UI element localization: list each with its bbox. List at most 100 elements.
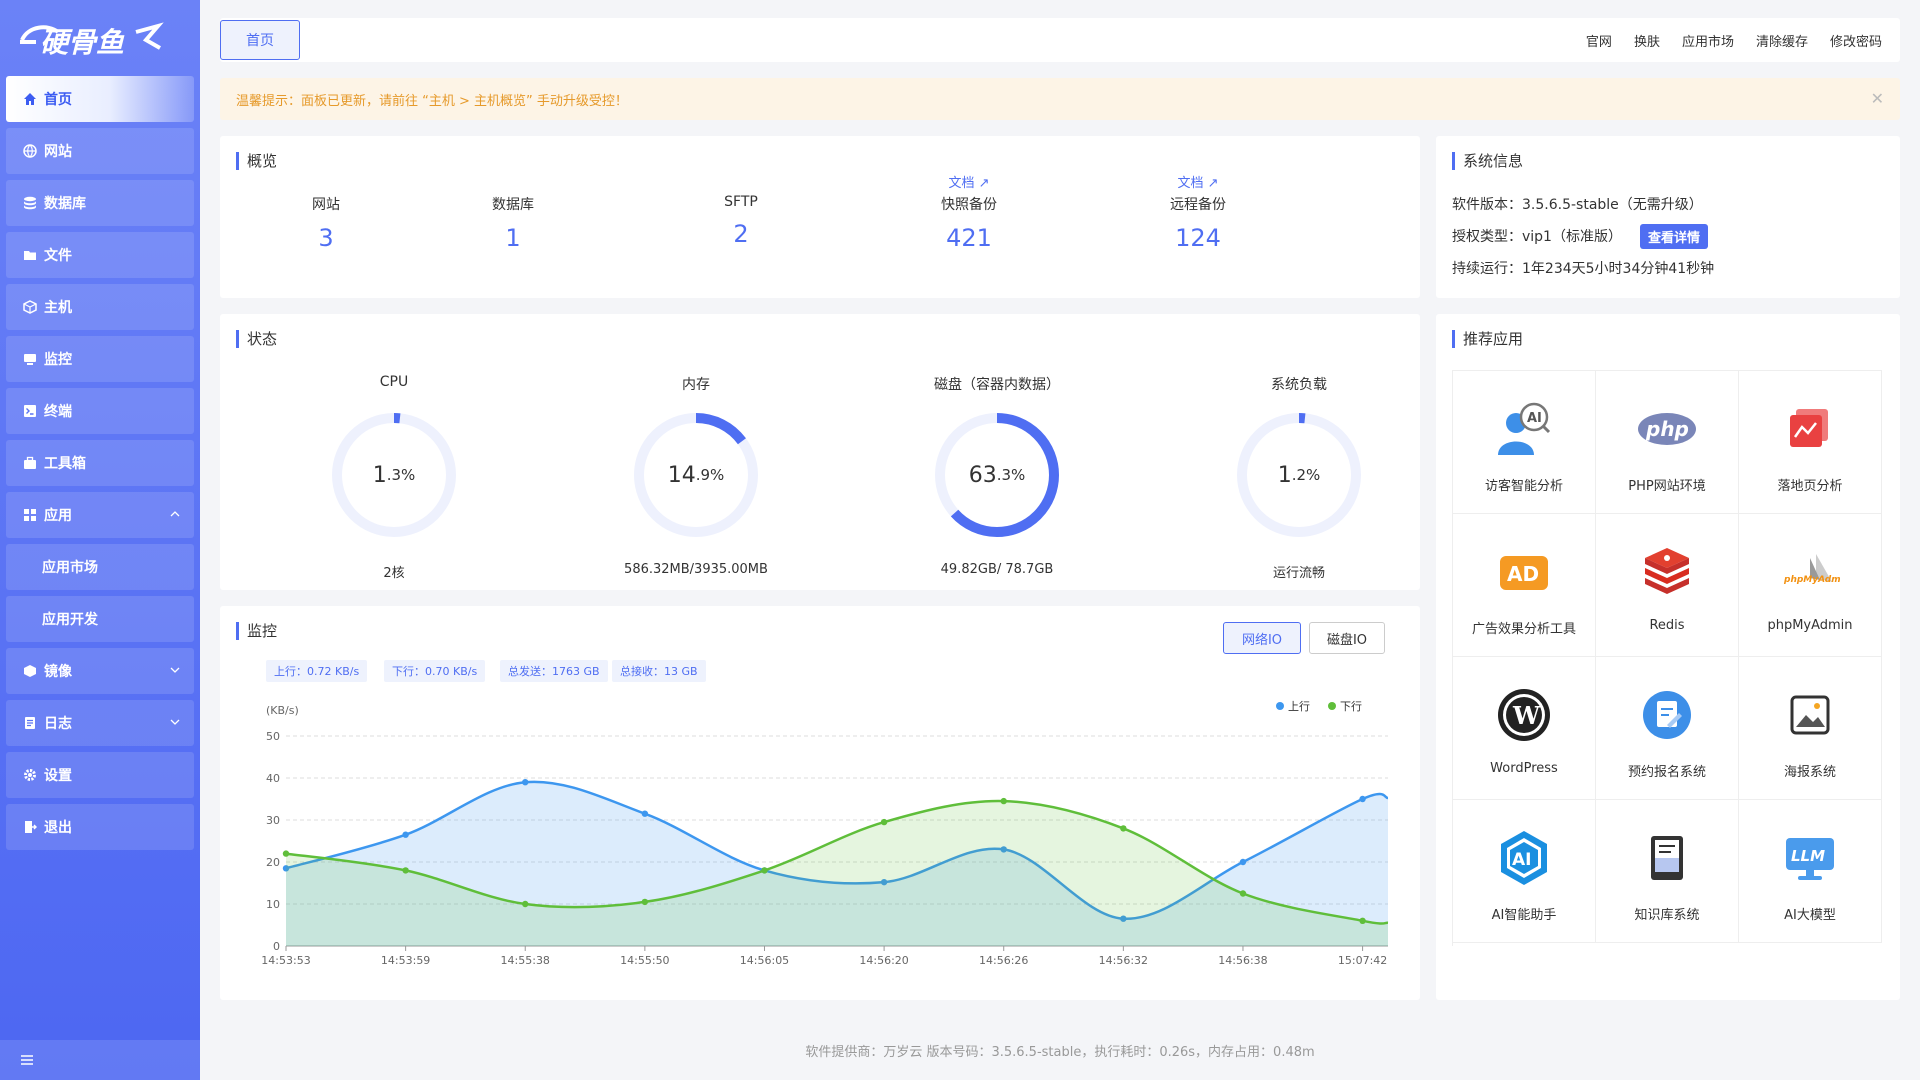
sidebar-item-home[interactable]: 首页 [6,76,194,122]
gauge-title: 系统负载 [1271,377,1327,393]
app-php[interactable]: php PHP网站环境 [1596,371,1739,514]
doc-link-snapshot[interactable]: 文档 ↗ [879,172,1059,191]
app-label: WordPress [1490,761,1558,776]
gauge-cpu[interactable]: CPU 1.3% 2核 [314,374,474,581]
overview-card: 概览 网站 3 数据库 1 SFTP 2 快照备份 421 远程备份 124 文… [220,136,1420,298]
notice-text: 温馨提示：面板已更新，请前往 “主机 > 主机概览” 手动升级受控！ [236,93,628,109]
home-icon [22,91,38,107]
data-point [761,867,768,874]
gauge-arc [634,413,758,537]
sidebar-item-label: 监控 [44,352,72,368]
sidebar-item-toolbox[interactable]: 工具箱 [6,440,194,486]
visitor-ai-icon: AI [1494,399,1554,459]
stat-total-sent: 总发送：1763 GB [500,660,608,682]
app-phpmyadmin[interactable]: phpMyAdmin phpMyAdmin [1739,514,1882,657]
sidebar-item-terminal[interactable]: 终端 [6,388,194,434]
app-visitor-ai[interactable]: AI 访客智能分析 [1453,371,1596,514]
data-point [641,810,649,817]
sidebar-item-images[interactable]: 镜像 [6,648,194,694]
system-info-title: 系统信息 [1452,152,1523,170]
overview-remote-backups[interactable]: 远程备份 124 [1108,172,1288,252]
logo[interactable]: 硬骨鱼 [18,18,168,62]
app-label: AI大模型 [1784,908,1836,923]
sidebar-item-settings[interactable]: 设置 [6,752,194,798]
x-tick-label: 14:53:53 [261,954,310,967]
link-clear-cache[interactable]: 清除缓存 [1755,34,1808,50]
app-label: 预约报名系统 [1627,765,1706,780]
overview-websites[interactable]: 网站 3 [236,172,416,252]
gauge-memory[interactable]: 内存 14.9% 586.32MB/3935.00MB [616,374,776,577]
app-booking[interactable]: 预约报名系统 [1596,657,1739,800]
overview-sftp[interactable]: SFTP 2 [651,172,831,248]
app-llm[interactable]: LLM AI大模型 [1739,800,1882,943]
sidebar-item-logs[interactable]: 日志 [6,700,194,746]
data-point [1359,795,1366,803]
redis-icon [1637,542,1697,602]
link-app-market[interactable]: 应用市场 [1681,34,1734,50]
x-tick-label: 15:07:42 [1338,954,1387,967]
app-ad-analysis[interactable]: AD 广告效果分析工具 [1453,514,1596,657]
sidebar-item-logout[interactable]: 退出 [6,804,194,850]
link-official-site[interactable]: 官网 [1585,34,1612,50]
series-area [286,781,1388,946]
app-ai-assistant[interactable]: AI AI智能助手 [1453,800,1596,943]
view-details-button[interactable]: 查看详情 [1639,223,1708,249]
terminal-icon [22,403,38,419]
gauge-disk[interactable]: 磁盘（容器内数据） 63.3 % 49.82GB/ 78.7GB [917,374,1077,577]
gauge-title: 内存 [682,377,710,393]
doc-label: 文档 [1177,176,1204,191]
app-label: 落地页分析 [1777,479,1843,494]
tab-home[interactable]: 首页 [220,20,300,60]
x-tick-label: 14:55:38 [501,954,550,967]
sidebar-item-label: 终端 [44,404,72,420]
sidebar-item-database[interactable]: 数据库 [6,180,194,226]
gauge-value: 14.9% [667,462,725,488]
data-point [1000,797,1007,805]
menu-icon [21,1055,33,1065]
gauge-load[interactable]: 系统负载 1.2% 运行流畅 [1219,374,1379,581]
app-redis[interactable]: Redis [1596,514,1739,657]
sidebar-item-host[interactable]: 主机 [6,284,194,330]
sidebar-item-apps[interactable]: 应用 [6,492,194,538]
app-wordpress[interactable]: W WordPress [1453,657,1596,800]
gauge-subtitle: 586.32MB/3935.00MB [624,562,768,577]
data-point [282,865,290,872]
app-poster[interactable]: 海报系统 [1739,657,1882,800]
doc-link-remote[interactable]: 文档 ↗ [1108,172,1288,191]
php-icon: php [1637,399,1697,459]
sidebar-item-app-dev[interactable]: 应用开发 [6,596,194,642]
link-skin[interactable]: 换肤 [1633,34,1660,50]
overview-snapshot-backups[interactable]: 快照备份 421 [879,172,1059,252]
app-label: 广告效果分析工具 [1471,622,1576,637]
app-label: PHP网站环境 [1628,479,1706,494]
gauge-value: 1.3% [372,462,416,488]
data-point [402,831,409,838]
sidebar-item-websites[interactable]: 网站 [6,128,194,174]
external-link-icon: ↗ [1207,176,1219,191]
stat-total-received: 总接收：13 GB [612,660,706,682]
sidebar-collapse-button[interactable] [0,1040,200,1080]
overview-databases[interactable]: 数据库 1 [423,172,603,252]
link-change-password[interactable]: 修改密码 [1829,34,1882,50]
sidebar-item-files[interactable]: 文件 [6,232,194,278]
monitor-card: 监控 网络IO 磁盘IO 上行：0.72 KB/s 下行：0.70 KB/s 总… [220,606,1420,1000]
system-info-card: 系统信息 软件版本：3.5.6.5-stable（无需升级） 授权类型：vip1… [1436,136,1900,298]
tab-network-io[interactable]: 网络IO [1223,622,1301,654]
app-label: 知识库系统 [1634,908,1700,923]
x-tick-label: 14:53:59 [381,954,430,967]
overview-label: 快照备份 [941,197,997,213]
sidebar-item-app-market[interactable]: 应用市场 [6,544,194,590]
sidebar-item-label: 退出 [44,820,72,836]
sidebar-item-monitor[interactable]: 监控 [6,336,194,382]
close-icon[interactable]: ✕ [1870,89,1884,108]
app-landing-analysis[interactable]: 落地页分析 [1739,371,1882,514]
network-io-chart: (KB/s) 0 10 20 30 40 50 14:53:53 14:53:59 14:55:3… [261,700,1389,967]
app-knowledge-base[interactable]: 知识库系统 [1596,800,1739,943]
monitor-title: 监控 [236,622,277,640]
llm-icon: LLM [1780,828,1840,888]
external-link-icon: ↗ [978,176,990,191]
data-point [1359,917,1366,924]
tab-disk-io[interactable]: 磁盘IO [1309,622,1385,654]
landing-chart-icon [1780,399,1840,459]
uptime: 持续运行：1年234天5小时34分钟41秒钟 [1452,261,1715,277]
